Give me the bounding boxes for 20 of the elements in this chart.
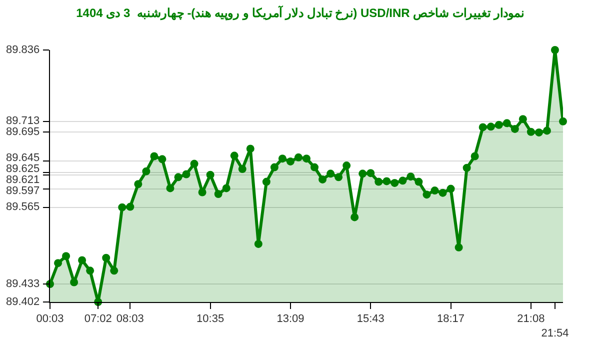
x-tick-label: 13:09	[276, 313, 304, 326]
chart-title: نمودار تغییرات شاخص USD/INR (نرخ تبادل دلار آمریکا و روپیه هند)- چهارشنبه 3 دی 1404	[76, 4, 524, 22]
y-tick-label: 89.433	[6, 278, 40, 290]
y-tick-label: 89.621	[6, 174, 40, 186]
x-tick-label: 07:02	[84, 313, 112, 326]
x-tick-label: 18:17	[437, 313, 465, 326]
x-tick-label: 10:35	[196, 313, 224, 326]
y-tick-label: 89.713	[6, 115, 40, 127]
x-tick-label: 08:03	[116, 313, 144, 326]
x-tick-label: 21:08	[517, 313, 545, 326]
y-tick-label: 89.565	[6, 201, 40, 213]
x-tick-label: 00:03	[36, 313, 64, 326]
y-tick-label: 89.402	[6, 296, 40, 308]
y-tick-label: 89.625	[6, 163, 40, 175]
y-tick-label: 89.836	[6, 44, 40, 56]
y-tick-label: 89.645	[6, 152, 40, 164]
x-tick-label: 21:54	[541, 328, 569, 340]
y-tick-label: 89.695	[6, 126, 40, 138]
x-tick-label: 15:43	[356, 313, 384, 326]
y-tick-label: 89.597	[6, 185, 40, 197]
